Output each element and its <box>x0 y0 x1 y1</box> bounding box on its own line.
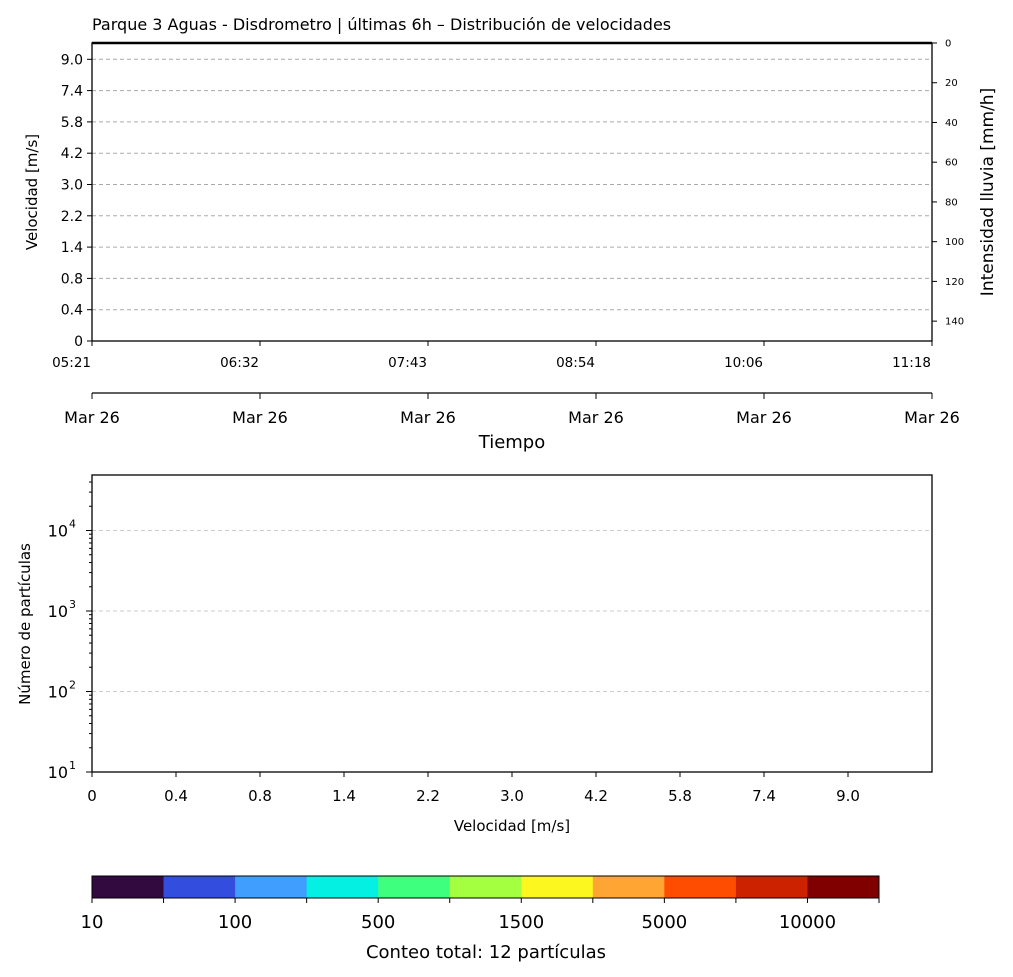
colorbar-tick-label: 10000 <box>779 912 836 933</box>
x-tick-label: 07:43 <box>388 355 427 371</box>
x-tick-label: 05:21 <box>52 355 91 371</box>
colorbar-segment <box>306 876 379 898</box>
y-tick-label: 2.2 <box>61 209 83 225</box>
y2-tick-label: 0 <box>945 39 951 50</box>
x-tick-label: 9.0 <box>836 787 860 805</box>
colorbar-segment <box>664 876 737 898</box>
y2-tick-label: 80 <box>945 197 958 208</box>
y-tick-label: 10 <box>48 683 68 702</box>
colorbar-frame <box>91 875 880 899</box>
colorbar-tick-label: 100 <box>218 912 252 933</box>
x-tick-label: 7.4 <box>752 787 776 805</box>
top-plot-frame <box>91 42 933 342</box>
y-tick-label: 10 <box>48 602 68 621</box>
y2-tick-label: 120 <box>945 277 964 288</box>
y-tick-label: 3.0 <box>61 178 83 194</box>
x-tick-label: 3.0 <box>500 787 524 805</box>
colorbar-tick-label: 1500 <box>498 912 544 933</box>
chart-title: Parque 3 Aguas - Disdrometro | últimas 6… <box>92 15 671 34</box>
x-tick-label: 5.8 <box>668 787 692 805</box>
y-tick-label: 0 <box>74 334 83 350</box>
colorbar-segment <box>163 876 236 898</box>
x-tick-label: 1.4 <box>332 787 356 805</box>
colorbar-segment <box>592 876 665 898</box>
y-tick-label: 10 <box>48 522 68 541</box>
y2-tick-label: 140 <box>945 317 964 328</box>
y2-tick-label: 100 <box>945 237 964 248</box>
x-tick-label: 0.4 <box>164 787 188 805</box>
bottom-ylabel: Número de partículas <box>16 543 34 705</box>
y-tick-exponent: 4 <box>69 518 76 531</box>
bottom-plot-frame <box>91 474 933 773</box>
x-tick-label: 06:32 <box>220 355 259 371</box>
y2-tick-label: 60 <box>945 158 958 169</box>
x-tick-label: 11:18 <box>892 355 931 371</box>
y2-tick-label: 40 <box>945 118 958 129</box>
date-tick-label: Mar 26 <box>568 408 624 427</box>
colorbar-tick-label: 5000 <box>641 912 687 933</box>
y-tick-label: 10 <box>48 763 68 782</box>
y-tick-label: 5.8 <box>61 115 83 131</box>
y-tick-exponent: 1 <box>69 759 76 772</box>
colorbar-segment <box>449 876 522 898</box>
colorbar-tick-label: 10 <box>81 912 104 933</box>
x-tick-label: 08:54 <box>556 355 595 371</box>
colorbar-tick-label: 500 <box>361 912 395 933</box>
x-tick-label: 10:06 <box>724 355 763 371</box>
date-tick-label: Mar 26 <box>64 408 120 427</box>
x-tick-label: 0 <box>87 787 97 805</box>
colorbar-label: Conteo total: 12 partículas <box>366 942 606 963</box>
colorbar-segment <box>735 876 808 898</box>
y-tick-label: 7.4 <box>61 84 83 100</box>
x-tick-label: 4.2 <box>584 787 608 805</box>
y-tick-exponent: 3 <box>69 598 76 611</box>
top-xlabel: Tiempo <box>478 432 546 453</box>
date-tick-label: Mar 26 <box>232 408 288 427</box>
colorbar-segment <box>807 876 880 898</box>
colorbar-segment <box>235 876 308 898</box>
bottom-xlabel: Velocidad [m/s] <box>454 817 570 835</box>
y-tick-label: 0.4 <box>61 303 83 319</box>
colorbar-segment <box>378 876 451 898</box>
y-tick-label: 4.2 <box>61 146 83 162</box>
y-tick-label: 9.0 <box>61 52 83 68</box>
y-tick-label: 1.4 <box>61 240 83 256</box>
y2-tick-label: 20 <box>945 78 958 89</box>
y-tick-exponent: 2 <box>69 679 76 692</box>
colorbar-segment <box>92 876 165 898</box>
x-tick-label: 0.8 <box>248 787 272 805</box>
top-ylabel: Velocidad [m/s] <box>23 134 41 250</box>
colorbar-segment <box>521 876 594 898</box>
y-tick-label: 0.8 <box>61 271 83 287</box>
x-tick-label: 2.2 <box>416 787 440 805</box>
date-tick-label: Mar 26 <box>904 408 960 427</box>
date-tick-label: Mar 26 <box>736 408 792 427</box>
top-y2label: Intensidad lluvia [mm/h] <box>978 88 998 296</box>
date-tick-label: Mar 26 <box>400 408 456 427</box>
